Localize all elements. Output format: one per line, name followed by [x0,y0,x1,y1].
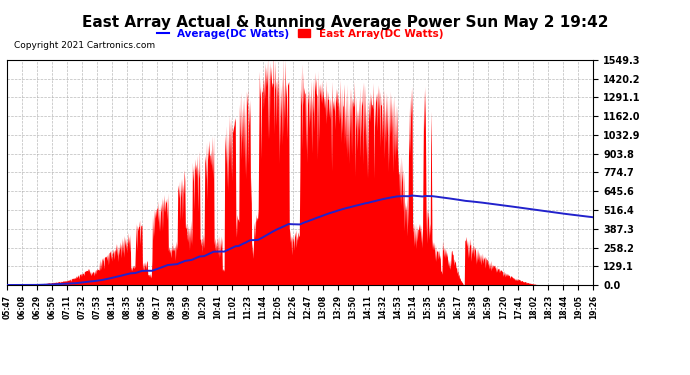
Text: Copyright 2021 Cartronics.com: Copyright 2021 Cartronics.com [14,41,155,50]
Text: East Array Actual & Running Average Power Sun May 2 19:42: East Array Actual & Running Average Powe… [81,15,609,30]
Legend: Average(DC Watts), East Array(DC Watts): Average(DC Watts), East Array(DC Watts) [152,25,447,43]
